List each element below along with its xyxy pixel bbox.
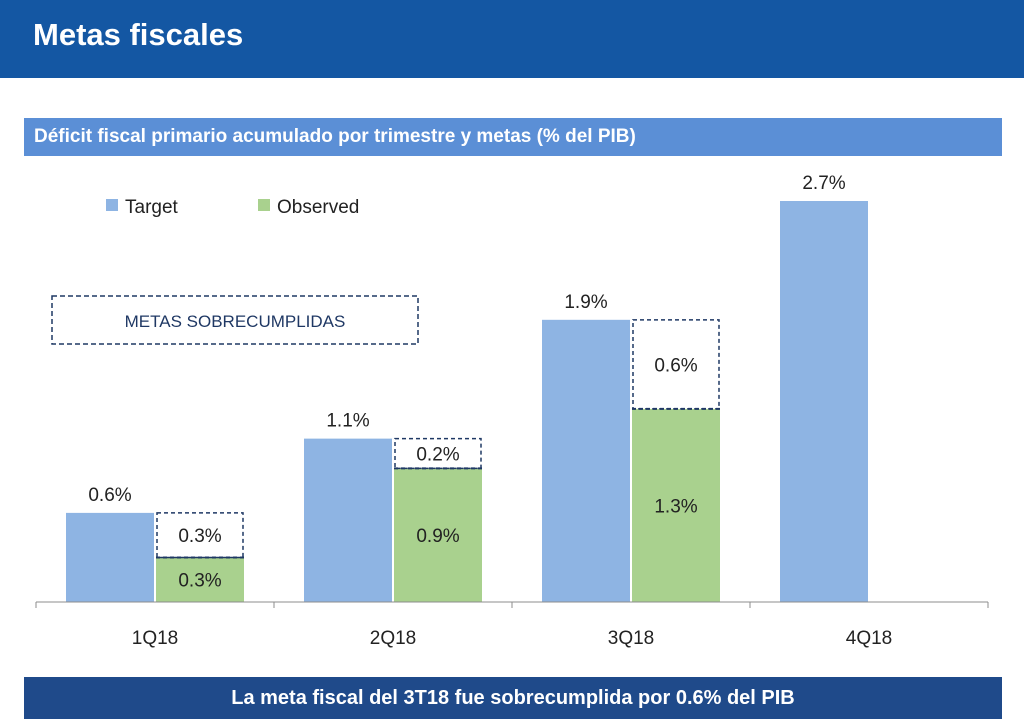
label-overachievement-3Q18: 0.6% <box>654 355 697 376</box>
bar-target-4Q18 <box>780 201 868 602</box>
chart-title-bar: Déficit fiscal primario acumulado por tr… <box>24 118 1002 156</box>
x-axis: 1Q18 2Q18 3Q18 4Q18 <box>35 601 989 649</box>
footer-bar: La meta fiscal del 3T18 fue sobrecumplid… <box>24 677 1002 719</box>
tick-label-3Q18: 3Q18 <box>608 628 654 649</box>
bar-observed-2Q18 <box>394 468 482 602</box>
legend-swatch-target <box>106 199 118 211</box>
footer-message: La meta fiscal del 3T18 fue sobrecumplid… <box>231 687 795 709</box>
label-observed-1Q18: 0.3% <box>178 571 221 592</box>
bar-overachievement-2Q18 <box>394 437 482 470</box>
legend: Target Observed <box>106 197 359 218</box>
label-target-3Q18: 1.9% <box>564 292 607 313</box>
label-observed-3Q18: 1.3% <box>654 496 697 517</box>
legend-label-observed: Observed <box>277 197 359 218</box>
bar-target-3Q18 <box>542 319 630 602</box>
bar-target-2Q18 <box>304 438 392 602</box>
legend-swatch-observed <box>258 199 270 211</box>
bar-overachievement-1Q18 <box>156 512 244 559</box>
annotation-label: METAS SOBRECUMPLIDAS <box>125 312 346 331</box>
tick-label-2Q18: 2Q18 <box>370 628 416 649</box>
tick-label-4Q18: 4Q18 <box>846 628 892 649</box>
label-target-2Q18: 1.1% <box>326 411 369 432</box>
chart-title: Déficit fiscal primario acumulado por tr… <box>34 126 636 147</box>
bar-target-1Q18 <box>66 512 154 602</box>
annotation-box: METAS SOBRECUMPLIDAS <box>51 295 419 345</box>
label-target-4Q18: 2.7% <box>802 173 845 194</box>
label-target-1Q18: 0.6% <box>88 485 131 506</box>
label-overachievement-2Q18: 0.2% <box>416 444 459 465</box>
legend-label-target: Target <box>125 197 179 218</box>
label-observed-2Q18: 0.9% <box>416 526 459 547</box>
label-overachievement-1Q18: 0.3% <box>178 526 221 547</box>
header-bar: Metas fiscales <box>0 0 1024 78</box>
bar-observed-1Q18 <box>156 557 244 602</box>
bar-observed-3Q18 <box>632 408 720 602</box>
tick-label-1Q18: 1Q18 <box>132 628 178 649</box>
page-title: Metas fiscales <box>33 17 244 52</box>
